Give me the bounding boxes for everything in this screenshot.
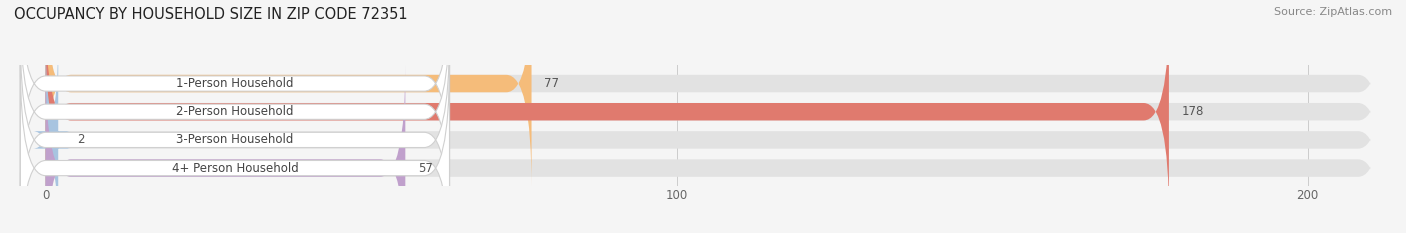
Text: 57: 57 (418, 161, 433, 175)
FancyBboxPatch shape (45, 8, 1384, 216)
FancyBboxPatch shape (20, 7, 450, 217)
Text: 4+ Person Household: 4+ Person Household (172, 161, 298, 175)
FancyBboxPatch shape (45, 0, 531, 188)
FancyBboxPatch shape (20, 0, 450, 189)
Text: 178: 178 (1181, 105, 1204, 118)
FancyBboxPatch shape (20, 63, 450, 233)
FancyBboxPatch shape (45, 36, 1384, 233)
FancyBboxPatch shape (45, 64, 405, 233)
FancyBboxPatch shape (32, 36, 70, 233)
Text: 1-Person Household: 1-Person Household (176, 77, 294, 90)
FancyBboxPatch shape (45, 8, 1168, 216)
Text: 2-Person Household: 2-Person Household (176, 105, 294, 118)
FancyBboxPatch shape (45, 0, 1384, 188)
FancyBboxPatch shape (45, 64, 1384, 233)
Text: OCCUPANCY BY HOUSEHOLD SIZE IN ZIP CODE 72351: OCCUPANCY BY HOUSEHOLD SIZE IN ZIP CODE … (14, 7, 408, 22)
Text: 3-Person Household: 3-Person Household (176, 134, 294, 146)
Text: 2: 2 (77, 134, 84, 146)
Text: Source: ZipAtlas.com: Source: ZipAtlas.com (1274, 7, 1392, 17)
Text: 77: 77 (544, 77, 560, 90)
FancyBboxPatch shape (20, 35, 450, 233)
